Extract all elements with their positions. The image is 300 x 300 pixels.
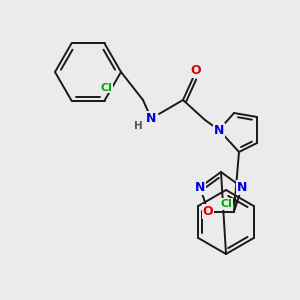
Text: N: N [146,112,156,124]
Text: H: H [134,121,142,131]
Text: O: O [191,64,201,76]
Text: N: N [195,181,205,194]
Text: N: N [214,124,224,136]
Text: N: N [237,181,247,194]
Text: Cl: Cl [220,199,232,209]
Text: Cl: Cl [100,82,112,93]
Text: O: O [203,205,213,218]
